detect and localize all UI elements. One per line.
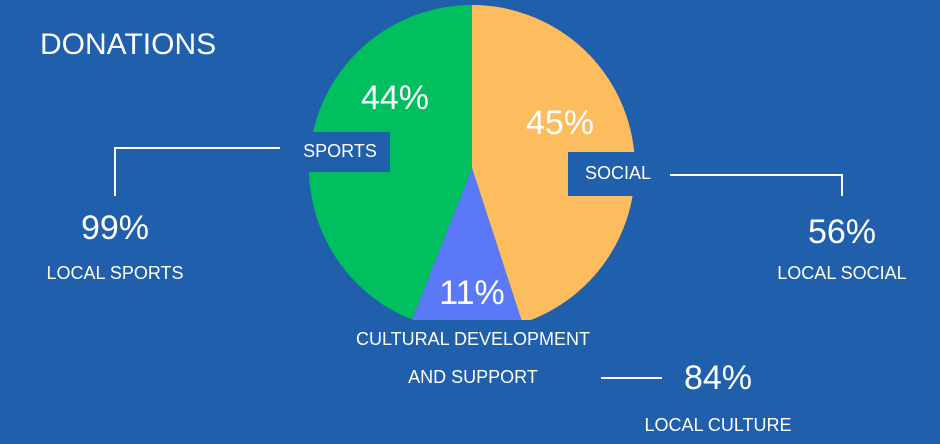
- callout-text: LOCAL CULTURE: [644, 415, 791, 435]
- connector-line: [114, 147, 280, 196]
- label-box: [290, 132, 390, 172]
- category-label: CULTURAL DEVELOPMENT AND SUPPORT: [345, 320, 601, 396]
- connector-line: [670, 174, 843, 196]
- label-box: [568, 152, 668, 196]
- callout-value: 84%: [684, 359, 752, 397]
- value-label: 45%: [526, 104, 594, 142]
- pie-slice: [411, 168, 523, 331]
- value-label: 44%: [361, 79, 429, 117]
- callout-value: 99%: [81, 209, 149, 247]
- callout-value: 56%: [808, 213, 876, 251]
- category-label: SPORTS: [303, 141, 377, 161]
- pie-slice: [309, 5, 472, 320]
- category-label: SOCIAL: [585, 163, 651, 183]
- callout-text: LOCAL SOCIAL: [777, 263, 906, 283]
- pie-slice: [472, 5, 635, 324]
- chart-title: DONATIONS: [40, 28, 216, 61]
- value-label: 11%: [439, 274, 505, 312]
- callout-text: LOCAL SPORTS: [46, 263, 183, 283]
